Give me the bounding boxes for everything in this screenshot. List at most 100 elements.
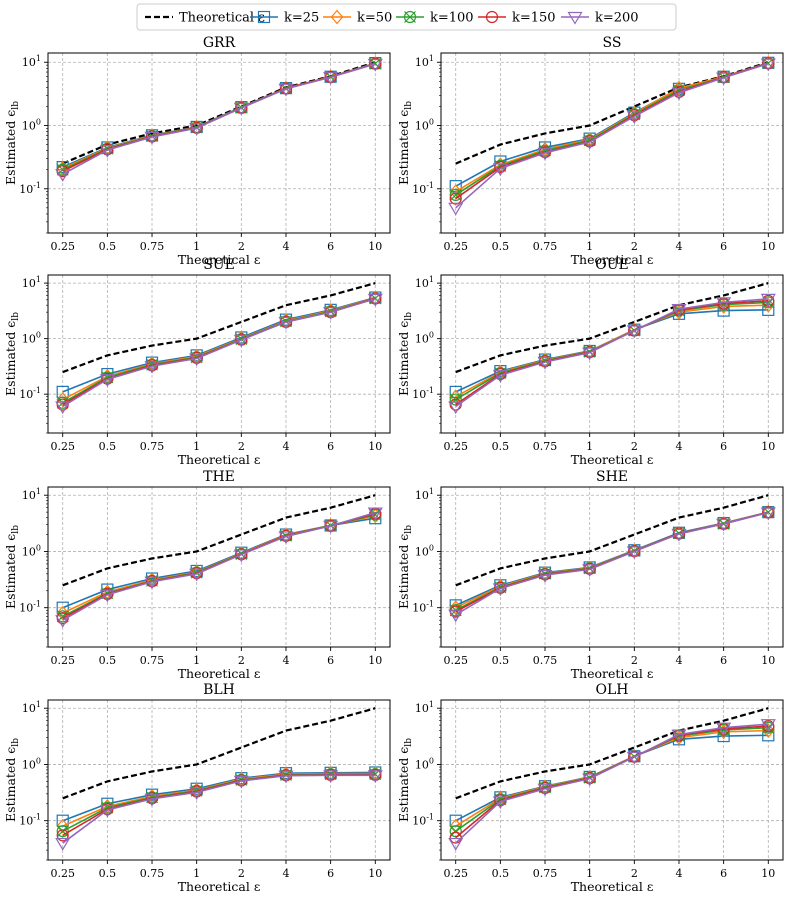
data-point xyxy=(582,564,598,578)
x-tick-label: 0.25 xyxy=(443,867,468,880)
data-point xyxy=(626,325,642,339)
x-tick-label: 0.75 xyxy=(140,440,165,453)
panel-title: SHE xyxy=(596,469,628,485)
data-point xyxy=(448,401,464,415)
data-point xyxy=(367,58,383,72)
legend-entry: k=50 xyxy=(323,9,392,26)
x-tick-label: 10 xyxy=(368,654,382,667)
x-tick-label: 6 xyxy=(327,240,334,253)
y-tick-label: 101 xyxy=(22,275,41,290)
data-point xyxy=(628,109,641,122)
data-point xyxy=(101,372,114,385)
data-point xyxy=(449,389,462,405)
series-line xyxy=(62,707,376,800)
x-axis-label: Theoretical ε xyxy=(571,666,654,681)
x-tick-label: 0.25 xyxy=(443,440,468,453)
panel-blh: 10-1 100 101 0.25 0.5 0.75 1 2 4 6 10 BLH Theoretica… xyxy=(3,682,391,894)
x-tick-label: 6 xyxy=(720,654,727,667)
data-point xyxy=(235,333,248,346)
axes-frame xyxy=(47,486,391,648)
y-tick-label: 10-1 xyxy=(412,386,434,401)
y-axis-label: Estimated ϵlb xyxy=(3,738,21,822)
data-point xyxy=(626,751,642,765)
y-tick-label: 10-1 xyxy=(19,386,41,401)
axes-frame xyxy=(47,52,391,234)
x-axis-label: Theoretical ε xyxy=(178,252,261,267)
series-k-150 xyxy=(449,294,775,411)
x-tick-label: 10 xyxy=(368,440,382,453)
data-point xyxy=(367,293,383,307)
series-k-100 xyxy=(56,292,382,409)
data-point xyxy=(324,70,337,84)
axes-frame xyxy=(440,52,784,234)
series-line xyxy=(455,707,769,800)
data-point xyxy=(492,796,508,810)
series-k-200 xyxy=(448,719,776,851)
y-axis-label: Estimated ϵlb xyxy=(396,312,414,396)
data-point xyxy=(494,581,507,594)
x-tick-label: 6 xyxy=(327,867,334,880)
x-axis-label: Theoretical ε xyxy=(178,879,261,894)
y-tick-label: 10-1 xyxy=(19,181,41,196)
data-point xyxy=(99,804,115,818)
data-point xyxy=(190,567,203,580)
x-tick-label: 2 xyxy=(238,867,245,880)
series-k-150 xyxy=(449,57,775,205)
data-point xyxy=(760,719,776,732)
legend-label: k=150 xyxy=(512,11,556,26)
data-point xyxy=(323,520,339,534)
x-tick-label: 6 xyxy=(720,440,727,453)
data-point xyxy=(233,775,249,789)
series-k-50 xyxy=(56,766,382,834)
y-tick-label: 101 xyxy=(22,487,41,502)
series-line xyxy=(455,62,769,200)
data-point xyxy=(537,783,553,797)
x-tick-label: 10 xyxy=(368,240,382,253)
x-tick-label: 4 xyxy=(282,440,289,453)
y-tick-label: 100 xyxy=(22,118,41,133)
data-point xyxy=(716,72,732,86)
data-point xyxy=(583,562,596,575)
data-point xyxy=(583,346,596,359)
data-point xyxy=(190,121,203,134)
series-k-200 xyxy=(448,507,776,623)
series-line xyxy=(455,494,769,587)
x-tick-label: 1 xyxy=(586,654,593,667)
x-tick-label: 4 xyxy=(282,867,289,880)
data-point xyxy=(537,147,553,161)
y-tick-label: 101 xyxy=(415,487,434,502)
x-tick-label: 0.25 xyxy=(50,240,75,253)
y-tick-label: 101 xyxy=(415,275,434,290)
y-tick-label: 100 xyxy=(22,543,41,558)
data-point xyxy=(760,58,776,72)
x-tick-label: 2 xyxy=(631,440,638,453)
data-point xyxy=(278,531,294,545)
series-k-50 xyxy=(449,723,775,834)
y-axis-label: Estimated ϵlb xyxy=(3,101,21,185)
data-point xyxy=(492,583,508,597)
y-tick-label: 100 xyxy=(415,543,434,558)
x-axis-label: Theoretical ε xyxy=(178,666,261,681)
data-point xyxy=(448,837,464,851)
legend-marker xyxy=(403,10,417,24)
data-point xyxy=(582,773,598,787)
x-tick-label: 1 xyxy=(193,440,200,453)
x-tick-label: 2 xyxy=(238,240,245,253)
data-point xyxy=(672,527,686,540)
x-tick-label: 0.5 xyxy=(492,240,510,253)
panel-sue: 10-1 100 101 0.25 0.5 0.75 1 2 4 6 10 SUE Theoretica… xyxy=(3,257,391,467)
series-line xyxy=(455,511,769,616)
legend-label: k=50 xyxy=(357,11,392,26)
series-k-25 xyxy=(449,303,775,398)
x-tick-label: 6 xyxy=(327,440,334,453)
data-point xyxy=(717,71,730,84)
y-tick-label: 101 xyxy=(22,700,41,715)
series-line xyxy=(455,298,769,408)
x-tick-label: 10 xyxy=(761,440,775,453)
data-point xyxy=(671,304,687,317)
x-tick-label: 2 xyxy=(238,654,245,667)
data-point xyxy=(671,87,687,101)
data-point xyxy=(672,85,686,98)
x-tick-label: 0.25 xyxy=(50,654,75,667)
